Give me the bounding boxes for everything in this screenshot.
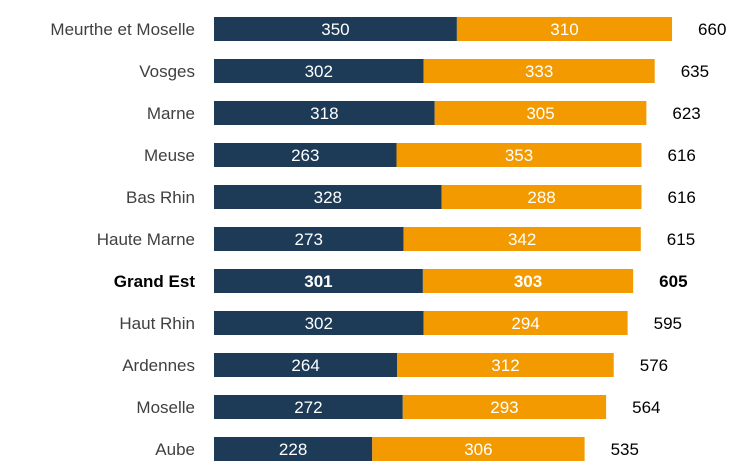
total-label-9: 576 [640,356,668,375]
value-label-series2-9: 312 [491,356,519,375]
value-label-series1-7: 301 [304,272,332,291]
category-label-7: Grand Est [114,272,196,291]
bar-series1-8 [214,311,424,335]
bar-series2-6 [403,227,641,251]
bar-series2-10 [402,395,607,419]
total-label-1: 660 [698,20,726,39]
bar-series2-5 [441,185,642,209]
total-label-3: 623 [672,104,700,123]
value-label-series2-3: 305 [526,104,554,123]
bar-series1-3 [214,101,435,125]
bar-series2-3 [434,101,647,125]
value-label-series1-3: 318 [310,104,338,123]
value-label-series2-11: 306 [464,440,492,459]
value-label-series2-6: 342 [508,230,536,249]
labels-layer: Meurthe et Moselle 350 310 660 Vosges 302 333 6… [50,20,726,459]
value-label-series1-2: 302 [305,62,333,81]
category-label-5: Bas Rhin [126,188,195,207]
value-label-series2-10: 293 [490,398,518,417]
total-label-6: 615 [667,230,695,249]
total-label-2: 635 [681,62,709,81]
category-label-10: Moselle [136,398,195,417]
bar-series1-9 [214,353,398,377]
category-label-9: Ardennes [122,356,195,375]
category-label-6: Haute Marne [97,230,195,249]
bar-series2-11 [372,437,585,461]
value-label-series1-11: 228 [279,440,307,459]
total-label-4: 616 [668,146,696,165]
total-label-8: 595 [654,314,682,333]
value-label-series2-1: 310 [550,20,578,39]
value-label-series2-5: 288 [527,188,555,207]
category-label-8: Haut Rhin [119,314,195,333]
bars-layer [214,17,673,461]
bar-series2-1 [456,17,673,41]
total-label-7: 605 [659,272,687,291]
bar-series2-7 [422,269,634,293]
category-label-11: Aube [155,440,195,459]
bar-series1-5 [214,185,442,209]
value-label-series2-2: 333 [525,62,553,81]
bar-series1-1 [214,17,457,41]
total-label-5: 616 [668,188,696,207]
value-label-series2-8: 294 [511,314,539,333]
value-label-series1-10: 272 [294,398,322,417]
bar-series1-4 [214,143,397,167]
category-label-4: Meuse [144,146,195,165]
bar-series2-2 [423,59,655,83]
bar-series2-4 [396,143,642,167]
bar-series2-9 [397,353,614,377]
value-label-series1-6: 273 [295,230,323,249]
value-label-series1-1: 350 [321,20,349,39]
category-label-2: Vosges [139,62,195,81]
category-label-1: Meurthe et Moselle [50,20,195,39]
bar-series1-6 [214,227,404,251]
total-label-10: 564 [632,398,660,417]
value-label-series1-4: 263 [291,146,319,165]
value-label-series1-8: 302 [305,314,333,333]
category-label-3: Marne [147,104,195,123]
bar-series1-7 [214,269,423,293]
total-label-11: 535 [611,440,639,459]
bar-series2-8 [423,311,628,335]
value-label-series2-4: 353 [505,146,533,165]
bar-series1-10 [214,395,403,419]
bar-series1-2 [214,59,424,83]
bar-series1-11 [214,437,373,461]
value-label-series1-9: 264 [291,356,319,375]
value-label-series1-5: 328 [314,188,342,207]
value-label-series2-7: 303 [514,272,542,291]
